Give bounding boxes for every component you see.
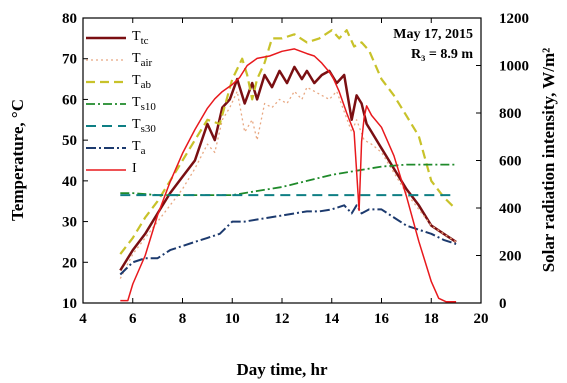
- series-line-tair3: [119, 86, 457, 279]
- y-tick-label: 10: [62, 296, 77, 312]
- series-line-tab3: [119, 29, 457, 255]
- x-ticks: 4 6 8 10 12 14 16 18 20: [79, 18, 489, 327]
- y2-tick-label: 200: [499, 249, 522, 265]
- y2-tick-label: 1000: [499, 59, 529, 75]
- x-tick-label: 16: [374, 311, 390, 327]
- series-line-i: [120, 48, 457, 303]
- legend: Ttc Tair Tab Ts10 Ts30 Ta I: [86, 29, 156, 176]
- y2-axis-title: Solar radiation intensity, W/m²: [539, 48, 558, 273]
- y-tick-label: 50: [62, 133, 77, 149]
- series-line-ttc3: [119, 65, 457, 272]
- x-tick-label: 12: [275, 311, 290, 327]
- legend-label: Tair: [132, 51, 153, 69]
- series-lines: [119, 29, 457, 303]
- y2-tick-label: 0: [499, 296, 507, 312]
- y-tick-label: 70: [62, 52, 77, 68]
- y2-tick-label: 1200: [499, 11, 529, 27]
- y-ticks: 10 20 30 40 50 60 70 80: [62, 11, 88, 312]
- y2-tick-label: 800: [499, 106, 522, 122]
- x-tick-label: 6: [129, 311, 137, 327]
- x-tick-label: 4: [79, 311, 87, 327]
- legend-label: Ts30: [132, 117, 156, 135]
- legend-label: Tab: [132, 73, 151, 91]
- series-line-ta: [119, 204, 457, 276]
- x-tick-label: 8: [179, 311, 187, 327]
- y-axis-title: Temperature, °C: [8, 99, 27, 221]
- x-tick-label: 10: [225, 311, 240, 327]
- legend-label: Ta: [132, 139, 146, 157]
- legend-label: Ts10: [132, 95, 156, 113]
- y2-tick-label: 600: [499, 154, 522, 170]
- legend-label: Ttc: [132, 29, 149, 47]
- series-line-ts10_3: [120, 163, 457, 197]
- x-tick-label: 14: [324, 311, 340, 327]
- y-tick-label: 60: [62, 92, 77, 108]
- x-tick-label: 18: [424, 311, 439, 327]
- y-tick-label: 40: [62, 174, 77, 190]
- x-tick-label: 20: [474, 311, 489, 327]
- x-axis-title: Day time, hr: [236, 360, 328, 379]
- y-tick-label: 80: [62, 11, 77, 27]
- y2-tick-label: 400: [499, 201, 522, 217]
- annotation-date: May 17, 2015: [393, 27, 473, 42]
- legend-label: I: [132, 161, 137, 176]
- y2-ticks: 0 200 400 600 800 1000 1200: [476, 11, 529, 312]
- y-tick-label: 30: [62, 215, 77, 231]
- y-tick-label: 20: [62, 255, 77, 271]
- annotation-radius: R₃ = 8.9 m: [411, 47, 473, 62]
